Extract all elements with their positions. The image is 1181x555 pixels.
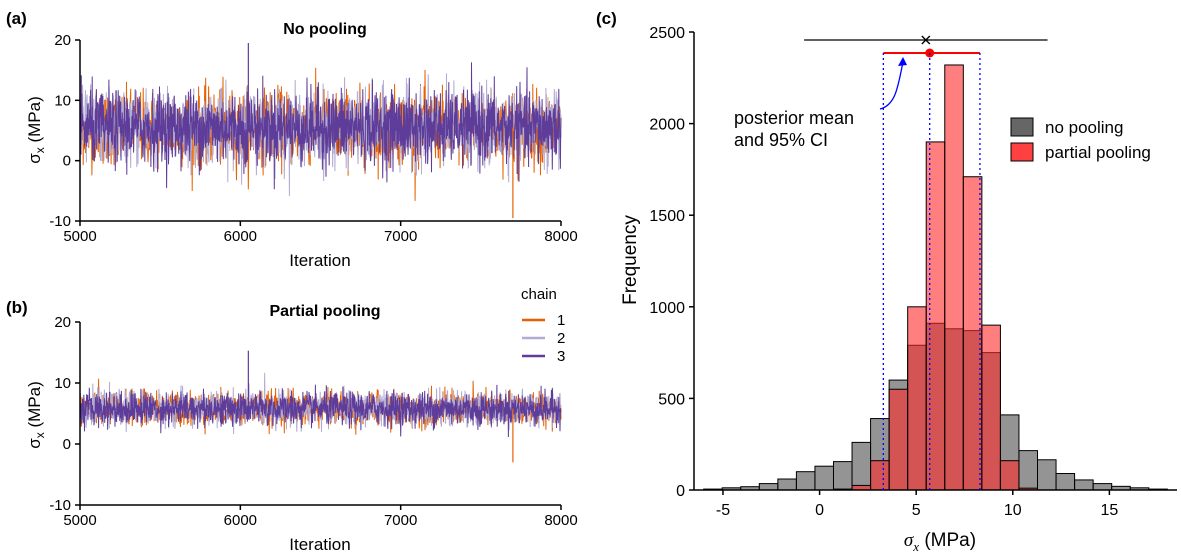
- histogram-c: -5 0 5 10 15 0 500 1000 1500 2000 2500 Frequency σ…: [620, 25, 1177, 554]
- hist-bar-no-pooling-4: [777, 478, 797, 491]
- y-tick-label-b-3: 20: [54, 314, 71, 331]
- y-tick-label-a-2: 10: [54, 92, 71, 109]
- x-axis-label-a: Iteration: [289, 251, 350, 270]
- annotation-arrowhead: [898, 57, 907, 66]
- annotation-line-1: posterior mean: [734, 108, 854, 128]
- y-axis-label-a: σx (MPa): [25, 96, 47, 164]
- y-tick-label-b-1: 0: [63, 436, 71, 453]
- trace-plot-a: No pooling 5000 6000 7000 8000 -10 0 10 20 Iter…: [25, 21, 578, 270]
- hist-bar-partial-pooling-14: [962, 176, 983, 491]
- y-tick-label-a-0: -10: [49, 213, 71, 230]
- annotation-arrow: [879, 61, 904, 110]
- x-tick-label-c-4: 15: [1100, 502, 1118, 519]
- legend-label-chain-1: 1: [557, 312, 565, 329]
- legend-label-chain-3: 3: [557, 348, 565, 365]
- hist-bar-partial-pooling-10: [888, 388, 909, 491]
- annotation-line-2: and 95% CI: [734, 130, 828, 150]
- chart-title-a: No pooling: [283, 21, 367, 38]
- trace-chain-3-b: [79, 383, 562, 438]
- hist-bar-partial-pooling-15: [981, 324, 1001, 491]
- axes-a: 5000 6000 7000 8000 -10 0 10 20: [49, 32, 577, 245]
- legend-label-no-pooling: no pooling: [1045, 118, 1123, 137]
- hist-bar-no-pooling-21: [1092, 483, 1113, 491]
- hist-bar-partial-pooling-13: [944, 64, 964, 491]
- x-tick-label-c-0: -5: [716, 502, 730, 519]
- hist-bar-no-pooling-6: [814, 465, 834, 491]
- hist-bar-no-pooling-5: [795, 471, 816, 491]
- y-tick-label-b-2: 10: [54, 375, 71, 392]
- hist-bar-no-pooling-19: [1055, 473, 1076, 491]
- hist-bar-no-pooling-20: [1074, 479, 1094, 491]
- x-tick-label-a-3: 8000: [544, 228, 577, 245]
- x-tick-label-c-1: 0: [815, 502, 824, 519]
- trace-lines-a: [79, 43, 562, 218]
- hist-bar-no-pooling-3: [758, 483, 779, 491]
- y-tick-label-a-3: 20: [54, 32, 71, 49]
- chart-title-b: Partial pooling: [269, 303, 380, 320]
- legend-label-partial-pooling: partial pooling: [1045, 143, 1151, 162]
- panel-label-c: (c): [596, 9, 617, 28]
- x-tick-label-b-1: 6000: [224, 512, 257, 529]
- y-tick-label-c-3: 1500: [649, 208, 685, 225]
- hist-bar-no-pooling-17: [1018, 450, 1039, 491]
- y-tick-label-c-0: 0: [676, 483, 685, 500]
- legend-label-chain-2: 2: [557, 330, 565, 347]
- y-axis-label-b: σx (MPa): [25, 381, 47, 449]
- trace-plot-b: Partial pooling 5000 6000 7000 8000 -10 0 10 20…: [25, 286, 578, 554]
- y-axis-label-c: Frequency: [620, 215, 641, 305]
- y-tick-label-c-5: 2500: [649, 25, 685, 42]
- y-tick-label-a-1: 0: [63, 153, 71, 170]
- axes-b: 5000 6000 7000 8000 -10 0 10 20: [49, 314, 577, 529]
- x-tick-label-a-2: 7000: [384, 228, 417, 245]
- axes-c: -5 0 5 10 15 0 500 1000 1500 2000 2500: [649, 25, 1177, 519]
- hist-bar-partial-pooling-12: [925, 141, 946, 491]
- y-tick-label-c-1: 500: [658, 391, 685, 408]
- histogram-legend: no pooling partial pooling: [1010, 117, 1151, 162]
- hist-bar-partial-pooling-11: [907, 306, 927, 491]
- hist-bar-partial-pooling-9: [870, 460, 890, 491]
- legend-title-chain: chain: [521, 286, 557, 303]
- hist-bar-partial-pooling-16: [999, 460, 1020, 491]
- y-tick-label-c-4: 2000: [649, 117, 685, 134]
- x-tick-label-b-0: 5000: [63, 512, 96, 529]
- x-tick-label-b-2: 7000: [384, 512, 417, 529]
- legend-swatch-partial-pooling: [1010, 142, 1034, 162]
- trace-chain-3-a: [79, 62, 562, 190]
- hist-bar-no-pooling-18: [1037, 459, 1057, 491]
- x-tick-label-b-3: 8000: [544, 512, 577, 529]
- x-tick-label-a-1: 6000: [224, 228, 257, 245]
- y-tick-label-b-0: -10: [49, 497, 71, 514]
- posterior-intervals: [804, 35, 1048, 490]
- x-axis-label-c: σx (MPa): [904, 530, 976, 554]
- trace-lines-b: [79, 350, 562, 463]
- x-tick-label-c-2: 5: [912, 502, 921, 519]
- legend-swatch-no-pooling: [1010, 117, 1034, 137]
- histogram-bars: [703, 64, 1168, 491]
- x-axis-label-b: Iteration: [289, 535, 350, 554]
- panel-label-a: (a): [6, 9, 27, 28]
- hist-bar-no-pooling-8: [851, 441, 872, 491]
- panel-label-b: (b): [6, 298, 28, 317]
- mean-marker-no-pooling: [921, 35, 931, 45]
- x-tick-label-c-3: 10: [1004, 502, 1022, 519]
- y-tick-label-c-2: 1000: [649, 300, 685, 317]
- hist-bar-no-pooling-7: [832, 461, 853, 491]
- x-tick-label-a-0: 5000: [63, 228, 96, 245]
- chain-legend: chain 123: [521, 286, 565, 365]
- posterior-annotation: posterior mean and 95% CI: [734, 57, 907, 150]
